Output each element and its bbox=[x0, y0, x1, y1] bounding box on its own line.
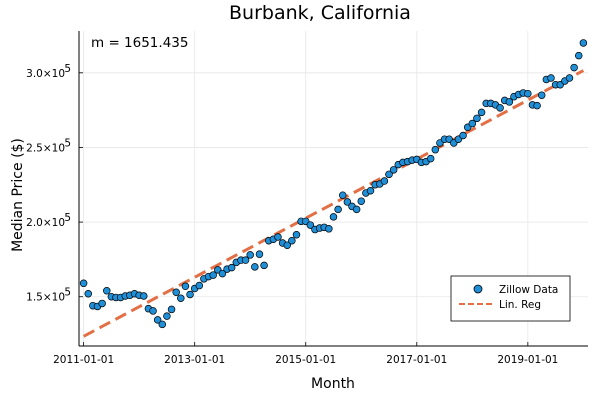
data-point bbox=[163, 312, 171, 320]
y-tick-exponent: 5 bbox=[64, 287, 71, 299]
data-point bbox=[149, 307, 157, 315]
y-tick-exponent: 5 bbox=[64, 63, 71, 75]
legend-box bbox=[450, 275, 571, 322]
grid bbox=[79, 31, 588, 346]
data-point bbox=[505, 98, 514, 106]
scatter-points-layer bbox=[79, 39, 588, 329]
data-point bbox=[218, 269, 227, 278]
legend-label-zillow: Zillow Data bbox=[499, 284, 558, 296]
x-tick-label: 2015-01-01 bbox=[275, 354, 336, 366]
data-point bbox=[537, 91, 546, 99]
x-tick-label: 2019-01-01 bbox=[497, 354, 558, 366]
data-point bbox=[357, 197, 366, 205]
y-ticks: 1.5×10 52.0×10 52.5×10 53.0×10 5 bbox=[26, 63, 83, 304]
data-point bbox=[167, 305, 176, 314]
data-point bbox=[209, 271, 217, 279]
data-point bbox=[177, 294, 185, 302]
legend-label-regression: Lin. Reg bbox=[499, 299, 541, 311]
data-point bbox=[473, 114, 481, 123]
x-tick-label: 2013-01-01 bbox=[164, 354, 225, 366]
data-point bbox=[334, 205, 342, 214]
data-point bbox=[140, 292, 148, 300]
data-point bbox=[246, 251, 254, 259]
data-point bbox=[260, 261, 268, 270]
slope-annotation: m = 1651.435 bbox=[91, 35, 188, 51]
data-point bbox=[339, 191, 347, 199]
data-point bbox=[103, 287, 111, 295]
y-tick-exponent: 5 bbox=[64, 212, 71, 224]
data-point bbox=[426, 154, 435, 163]
legend-marker-zillow bbox=[473, 284, 483, 294]
data-point bbox=[181, 282, 190, 291]
x-ticks: 2011-01-01 2013-01-01 2015-01-01 2017-01-01… bbox=[53, 342, 558, 366]
data-point bbox=[459, 131, 467, 140]
data-point bbox=[477, 108, 486, 117]
data-point bbox=[366, 186, 375, 195]
data-point bbox=[570, 63, 578, 72]
x-axis-title: Month bbox=[311, 376, 355, 392]
data-point bbox=[283, 241, 291, 249]
axes bbox=[78, 31, 588, 347]
data-point bbox=[329, 213, 338, 221]
data-point bbox=[579, 39, 588, 47]
x-tick-label: 2011-01-01 bbox=[53, 354, 114, 366]
data-point bbox=[380, 177, 389, 185]
y-tick-label: 1.5×10 bbox=[26, 292, 65, 304]
data-point bbox=[306, 221, 315, 229]
data-point bbox=[565, 74, 574, 82]
data-point bbox=[79, 279, 88, 288]
data-point bbox=[533, 101, 541, 110]
data-point bbox=[496, 104, 504, 112]
x-tick-label: 2017-01-01 bbox=[386, 354, 447, 366]
data-point bbox=[547, 74, 555, 82]
data-point bbox=[352, 205, 361, 214]
data-point bbox=[292, 231, 301, 239]
data-point bbox=[574, 51, 583, 60]
data-point bbox=[325, 225, 333, 233]
data-point bbox=[274, 233, 282, 241]
data-point bbox=[172, 288, 180, 297]
data-point bbox=[227, 263, 236, 272]
data-point bbox=[431, 145, 440, 154]
data-point bbox=[468, 119, 477, 128]
data-point bbox=[255, 250, 264, 258]
data-point bbox=[153, 316, 162, 324]
regression-line bbox=[82, 69, 585, 338]
data-point bbox=[158, 320, 167, 329]
y-tick-label: 3.0×10 bbox=[26, 68, 65, 80]
y-tick-label: 2.5×10 bbox=[26, 142, 65, 154]
data-point bbox=[343, 198, 352, 206]
data-point bbox=[241, 256, 250, 264]
y-tick-label: 2.0×10 bbox=[26, 217, 65, 229]
data-point bbox=[389, 166, 398, 174]
data-point bbox=[98, 299, 106, 308]
y-axis-title: Median Price ($) bbox=[10, 138, 26, 252]
data-point bbox=[84, 289, 93, 298]
chart-title: Burbank, California bbox=[229, 2, 411, 24]
data-point bbox=[251, 263, 259, 271]
data-point bbox=[524, 89, 532, 98]
legend: Zillow Data Lin. Reg bbox=[450, 275, 571, 322]
data-point bbox=[186, 290, 194, 299]
data-point bbox=[385, 170, 393, 179]
data-point bbox=[288, 237, 296, 245]
data-point bbox=[195, 281, 204, 290]
regression-line-layer bbox=[82, 69, 585, 338]
y-tick-exponent: 5 bbox=[64, 137, 71, 149]
